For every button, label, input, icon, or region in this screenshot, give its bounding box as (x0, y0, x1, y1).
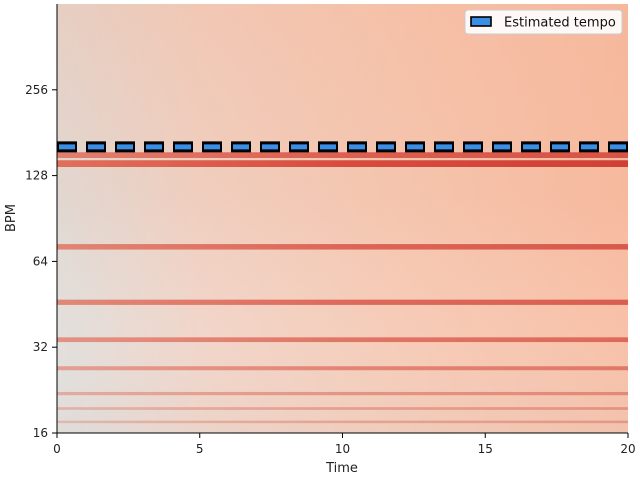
tempo-band (57, 299, 628, 305)
x-tick-label: 5 (196, 442, 204, 456)
heatmap-shading (57, 4, 628, 433)
axes: 0 5 10 15 20 16 32 64 128 256 Time BPM (4, 4, 636, 476)
tempo-band (57, 337, 628, 343)
x-tick-label: 15 (478, 442, 493, 456)
tempo-band (57, 152, 628, 159)
y-tick-label: 256 (25, 83, 48, 97)
tempo-band (57, 160, 628, 167)
tempo-band (57, 391, 628, 396)
y-axis-label: BPM (4, 204, 19, 232)
x-ticks: 0 5 10 15 20 (53, 433, 636, 456)
legend-label: Estimated tempo (504, 16, 616, 31)
tempo-band (57, 244, 628, 250)
x-tick-label: 0 (53, 442, 61, 456)
legend: Estimated tempo (464, 9, 623, 35)
x-axis-label: Time (325, 461, 358, 476)
legend-swatch (470, 16, 492, 27)
legend-frame (464, 9, 623, 35)
y-tick-label: 16 (33, 426, 48, 440)
x-tick-label: 10 (335, 442, 350, 456)
tempo-band (57, 407, 628, 410)
y-ticks: 16 32 64 128 256 (25, 83, 57, 440)
tempo-band (57, 420, 628, 424)
tempo-band (57, 366, 628, 371)
tempo-bands (57, 152, 628, 424)
y-tick-label: 64 (33, 254, 48, 268)
y-tick-label: 32 (33, 340, 48, 354)
heatmap-area (57, 4, 628, 433)
y-tick-label: 128 (25, 169, 48, 183)
x-tick-label: 20 (620, 442, 635, 456)
